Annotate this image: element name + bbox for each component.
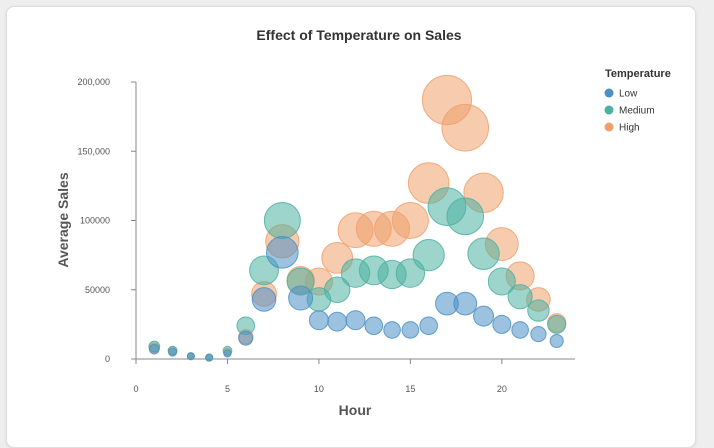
y-tick-label: 150,000 — [77, 146, 110, 156]
legend-items: Low Medium High — [604, 88, 655, 134]
bubble-medium[interactable] — [467, 237, 500, 270]
bubble-medium[interactable] — [446, 197, 485, 236]
bubble-low[interactable] — [453, 291, 478, 316]
bubble-low[interactable] — [205, 353, 214, 362]
x-axis-label: Hour — [339, 402, 372, 418]
chart-card: Effect of Temperature on Sales 0 5 10 15 20 … — [6, 6, 696, 448]
bubble-low[interactable] — [327, 311, 348, 332]
bubble-chart: Effect of Temperature on Sales 0 5 10 15 20 … — [55, 27, 671, 418]
legend-title: Temperature — [605, 68, 671, 80]
x-tick-label: 5 — [225, 384, 230, 394]
bubble-low[interactable] — [168, 347, 178, 357]
y-ticks: 0 50000 100000 150,000 200,000 — [77, 77, 136, 364]
bubble-low[interactable] — [530, 325, 547, 343]
bubble-low[interactable] — [364, 316, 384, 336]
y-tick-label: 50000 — [85, 285, 110, 295]
bubble-high[interactable] — [441, 103, 490, 152]
legend: Temperature Low Medium High — [604, 68, 671, 134]
y-tick-label: 100000 — [80, 216, 110, 226]
bubble-medium[interactable] — [527, 299, 550, 322]
chart-title: Effect of Temperature on Sales — [256, 27, 461, 43]
bubble-low[interactable] — [186, 352, 195, 361]
legend-swatch-medium — [604, 105, 614, 115]
legend-label-high: High — [619, 123, 640, 134]
bubble-low[interactable] — [419, 316, 438, 336]
legend-label-medium: Medium — [619, 106, 655, 117]
bubble-low[interactable] — [266, 236, 299, 269]
x-tick-label: 20 — [497, 384, 507, 394]
bubble-high[interactable] — [391, 202, 429, 239]
bubble-medium[interactable] — [547, 314, 567, 334]
y-tick-label: 0 — [105, 354, 110, 364]
y-axis-label: Average Sales — [55, 172, 71, 267]
bubble-low[interactable] — [383, 321, 401, 339]
bubble-low[interactable] — [251, 287, 277, 312]
bubbles — [148, 74, 567, 362]
bubble-low[interactable] — [238, 330, 254, 346]
bubble-low[interactable] — [345, 310, 366, 331]
bubble-low[interactable] — [511, 321, 529, 339]
y-tick-label: 200,000 — [77, 77, 110, 87]
legend-label-low: Low — [619, 89, 638, 100]
bubble-low[interactable] — [288, 285, 314, 311]
bubble-medium[interactable] — [412, 239, 445, 272]
bubble-low[interactable] — [148, 344, 160, 355]
bubble-low[interactable] — [549, 333, 564, 348]
legend-swatch-low — [604, 88, 614, 98]
bubble-medium[interactable] — [487, 267, 516, 296]
bubble-medium[interactable] — [263, 202, 301, 239]
bubble-low[interactable] — [473, 305, 495, 327]
bubble-low[interactable] — [492, 314, 512, 334]
legend-swatch-high — [604, 122, 614, 132]
bubble-medium[interactable] — [324, 276, 351, 303]
x-ticks: 0 5 10 15 20 — [133, 359, 507, 394]
bubble-low[interactable] — [308, 310, 329, 331]
bubble-low[interactable] — [223, 349, 232, 358]
x-tick-label: 15 — [405, 384, 415, 394]
bubble-low[interactable] — [401, 321, 420, 339]
x-tick-label: 0 — [133, 384, 138, 394]
x-tick-label: 10 — [314, 384, 324, 394]
bubble-medium[interactable] — [507, 284, 533, 310]
